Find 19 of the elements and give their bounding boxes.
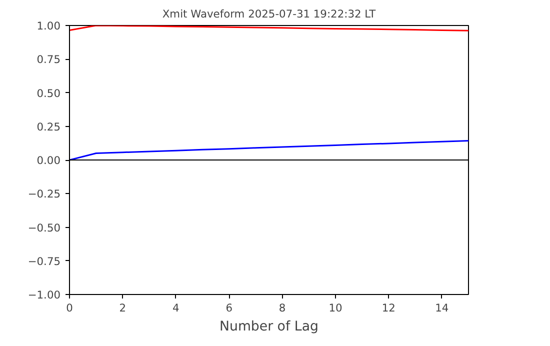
x-tick-label: 2 [119, 302, 126, 314]
y-tick-label: 0.25 [36, 120, 61, 134]
y-tick-label: −1.00 [28, 288, 61, 302]
x-tick-label: 10 [328, 302, 342, 314]
y-tick-label: 1.00 [36, 20, 61, 32]
y-tick-label: −0.75 [28, 254, 60, 268]
x-axis-title: Number of Lag [220, 320, 318, 334]
y-tick-label: −0.25 [28, 188, 60, 201]
x-tick-label: 8 [278, 302, 286, 314]
y-tick-label: 0.50 [36, 86, 61, 100]
y-tick-label: −0.50 [28, 221, 61, 234]
x-tick-label: 12 [382, 302, 396, 314]
x-tick-label: 14 [435, 302, 449, 314]
x-tick-label: 4 [172, 302, 180, 314]
y-tick-label: 0.00 [36, 154, 61, 167]
x-tick-label: 6 [226, 302, 233, 314]
y-tick-label: 0.75 [36, 53, 61, 66]
chart-title: Xmit Waveform 2025-07-31 19:22:32 LT [162, 8, 376, 20]
x-tick-label: 0 [66, 302, 74, 314]
